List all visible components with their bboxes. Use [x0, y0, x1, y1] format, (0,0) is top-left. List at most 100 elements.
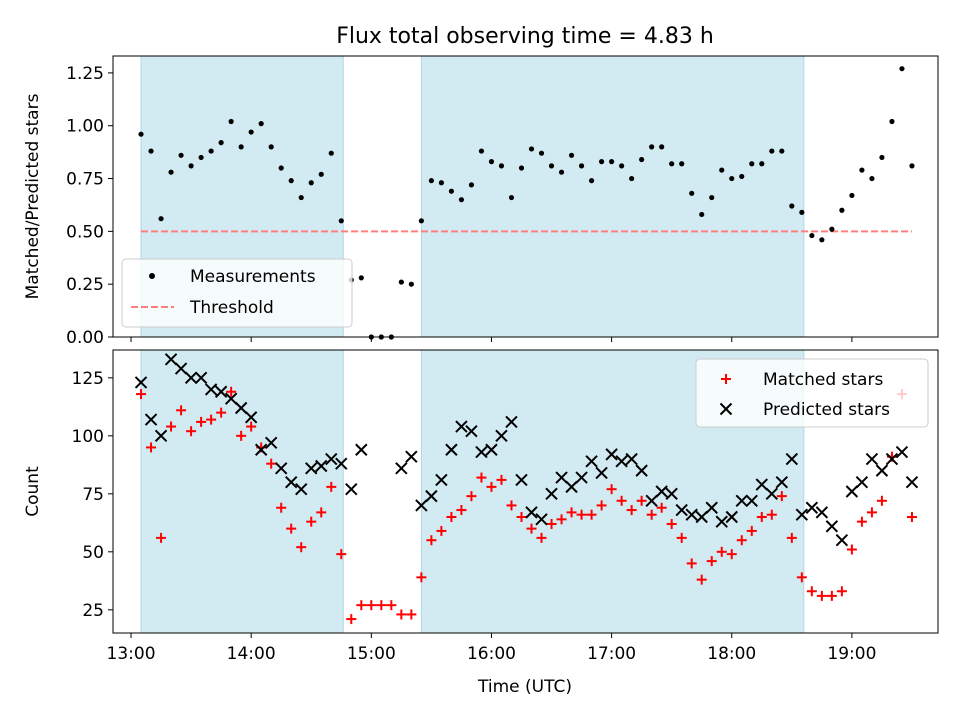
measurement-point: [669, 161, 675, 167]
measurement-point: [649, 144, 655, 150]
x-stroke: [244, 411, 258, 424]
matched-star-point: [876, 495, 887, 506]
matched-star-point: [336, 549, 347, 560]
matched-star-point: [146, 442, 157, 453]
legend-label-matched: Matched stars: [763, 370, 883, 390]
x-stroke: [214, 385, 228, 398]
measurement-point: [719, 167, 725, 173]
measurement-point: [498, 163, 505, 169]
x-tick-label: 13:00: [107, 644, 156, 664]
matched-star-point: [476, 472, 487, 483]
x-stroke: [545, 487, 558, 501]
x-stroke: [535, 513, 548, 526]
bottom-axes-frame: [112, 349, 939, 634]
measurement-point: [809, 232, 815, 239]
measurement-point: [268, 144, 274, 150]
x-stroke: [765, 487, 779, 501]
x-stroke: [805, 501, 819, 514]
x-stroke: [775, 476, 789, 489]
measurement-point: [849, 192, 855, 199]
measurement-point: [138, 131, 144, 137]
x-stroke: [615, 455, 628, 468]
panel-ratio: 0.00 0.25 0.50 0.75 1.00 1.25 Matched/Predict…: [23, 55, 939, 348]
matched-star-point: [286, 523, 297, 534]
x-stroke: [194, 371, 208, 385]
measurement-point: [578, 163, 585, 169]
x-stroke: [315, 459, 328, 473]
measurement-point: [458, 197, 465, 203]
measurement-point: [839, 207, 845, 213]
x-stroke: [815, 506, 829, 519]
bottom-y-axis-label: Count: [23, 466, 43, 517]
bottom-legend: Matched stars Predicted stars: [695, 358, 929, 428]
matched-star-point: [866, 507, 877, 518]
predicted-star-point: [885, 452, 899, 466]
measurement-point: [679, 161, 685, 167]
x-stroke: [645, 494, 658, 507]
x-stroke: [224, 392, 238, 405]
matched-star-point: [576, 509, 587, 520]
matched-star-point: [606, 484, 617, 495]
measurement-point: [208, 148, 214, 154]
x-stroke: [435, 473, 448, 487]
predicted-star-point: [895, 445, 909, 459]
measurement-point: [899, 66, 905, 72]
x-stroke: [495, 429, 508, 443]
matched-star-point: [176, 405, 187, 416]
measurement-point: [598, 159, 605, 165]
x-stroke: [595, 466, 608, 480]
predicted-star-point: [725, 510, 738, 524]
x-stroke: [735, 494, 748, 507]
predicted-star-point: [164, 353, 178, 366]
matched-star-point: [666, 518, 677, 529]
x-stroke: [465, 424, 478, 438]
y-tick-label: 100: [72, 427, 104, 447]
predicted-star-point: [305, 462, 318, 475]
matched-star-point: [296, 542, 307, 553]
x-axis-label: Time (UTC): [477, 677, 572, 697]
measurement-point: [859, 167, 865, 173]
x-stroke: [755, 478, 768, 491]
x-stroke: [745, 494, 758, 507]
legend-plus: [721, 374, 731, 384]
x-stroke: [184, 371, 198, 385]
x-stroke: [905, 476, 919, 489]
x-stroke: [174, 362, 188, 375]
matched-star-point: [416, 572, 427, 583]
measurement-point: [428, 178, 434, 184]
matched-star-point: [406, 609, 417, 620]
x-stroke: [134, 376, 148, 389]
x-stroke: [274, 462, 288, 475]
predicted-star-point: [234, 401, 248, 415]
x-stroke: [725, 510, 738, 524]
x-stroke: [565, 480, 578, 494]
predicted-star-point: [204, 383, 218, 396]
legend-x: [719, 402, 733, 416]
top-axes-frame: [112, 55, 939, 338]
matched-star-point: [226, 386, 237, 397]
matched-star-point: [786, 532, 797, 543]
x-stroke: [285, 476, 298, 489]
x-stroke: [425, 489, 438, 503]
matched-star-point: [386, 600, 397, 611]
measurement-point: [759, 161, 765, 167]
predicted-star-point: [775, 476, 789, 489]
x-stroke: [555, 471, 568, 484]
matched-star-point: [316, 507, 327, 518]
x-stroke: [475, 445, 488, 459]
x-stroke: [695, 510, 708, 524]
predicted-star-point: [765, 487, 779, 501]
predicted-star-point: [425, 489, 438, 503]
predicted-star-point: [845, 485, 859, 498]
predicted-star-point: [315, 459, 328, 473]
predicted-star-point: [174, 362, 188, 375]
measurement-point: [238, 144, 244, 150]
predicted-star-point: [785, 452, 799, 466]
measurement-point: [819, 237, 825, 243]
measurement-point: [568, 152, 575, 158]
predicted-star-point: [495, 429, 508, 443]
predicted-star-point: [475, 445, 488, 459]
predicted-star-point: [655, 485, 668, 498]
matched-star-point: [276, 502, 287, 513]
